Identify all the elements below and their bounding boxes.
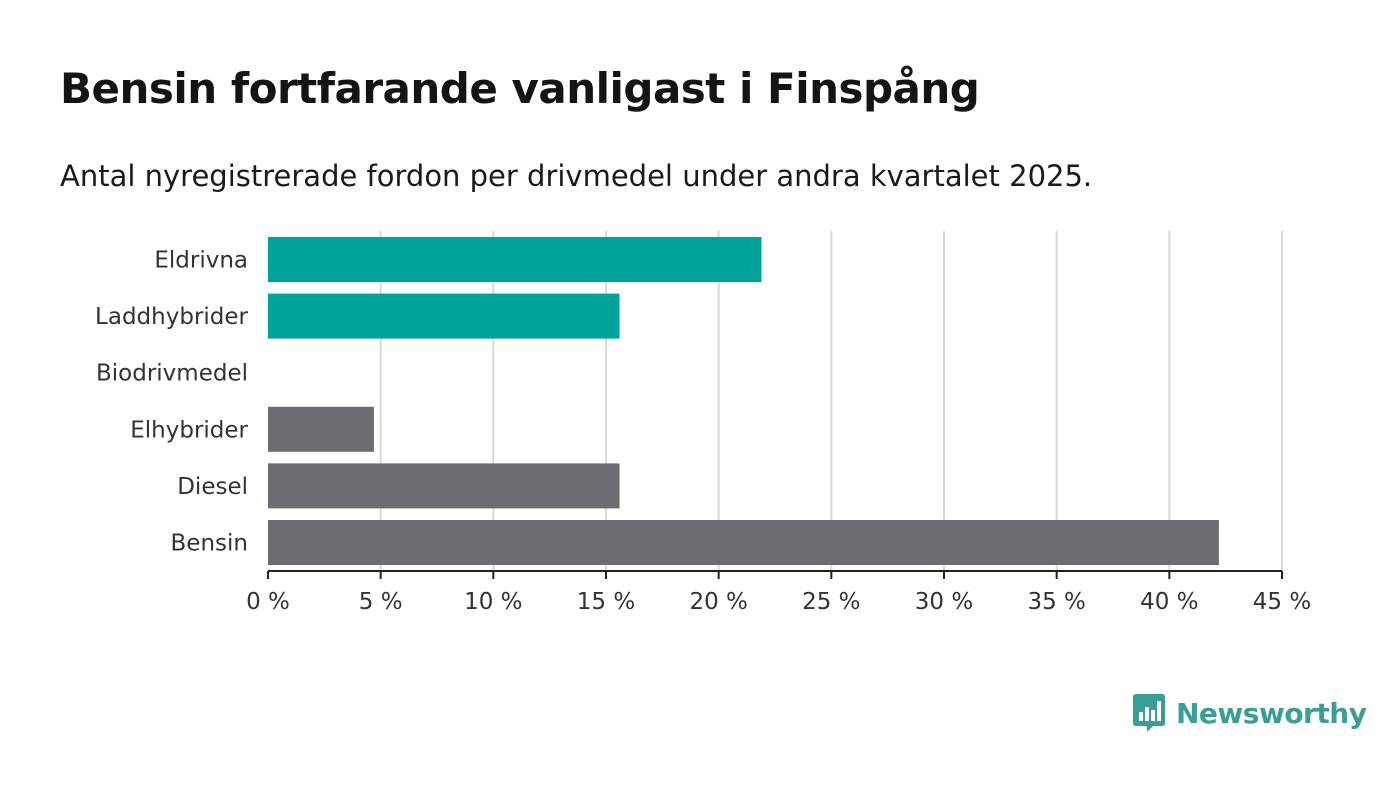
bar-elhybrider — [268, 406, 374, 452]
brand-name: Newsworthy — [1176, 696, 1367, 730]
x-tick-label: 30 % — [915, 589, 973, 615]
bar-chart: Eldrivna Laddhybrider Biodrivmedel Elhybrid… — [95, 231, 1311, 615]
x-tick-labels: 0 % 5 % 10 % 15 % 20 % 25 % 30 % 35 % 40 % 45 % — [246, 589, 1311, 615]
x-tick-label: 40 % — [1140, 589, 1198, 615]
category-label: Eldrivna — [154, 248, 248, 274]
bars — [268, 237, 1219, 565]
category-label: Laddhybrider — [95, 304, 248, 330]
category-label: Diesel — [177, 474, 248, 500]
category-labels: Eldrivna Laddhybrider Biodrivmedel Elhybrid… — [95, 248, 248, 557]
category-label: Elhybrider — [130, 417, 248, 443]
x-tick-label: 20 % — [689, 589, 747, 615]
category-label: Biodrivmedel — [96, 361, 248, 387]
x-tick-label: 45 % — [1253, 589, 1311, 615]
x-axis — [267, 570, 1283, 579]
newsworthy-logo: Newsworthy — [1132, 692, 1367, 734]
bar-laddhybrider — [268, 293, 620, 339]
x-tick-label: 0 % — [246, 589, 290, 615]
bar-chart-speech-bubble-icon — [1133, 694, 1165, 732]
grid-lines — [379, 231, 1283, 571]
x-tick-label: 35 % — [1027, 589, 1085, 615]
bar-bensin — [268, 520, 1219, 565]
bar-diesel — [268, 463, 620, 509]
x-tick-label: 5 % — [359, 589, 403, 615]
chart-title: Bensin fortfarande vanligast i Finspång — [60, 64, 980, 113]
x-tick-label: 25 % — [802, 589, 860, 615]
x-tick-label: 15 % — [577, 589, 635, 615]
chart-subtitle: Antal nyregistrerade fordon per drivmede… — [60, 159, 1093, 193]
bar-eldrivna — [268, 237, 762, 282]
category-label: Bensin — [171, 531, 248, 557]
x-tick-label: 10 % — [464, 589, 522, 615]
